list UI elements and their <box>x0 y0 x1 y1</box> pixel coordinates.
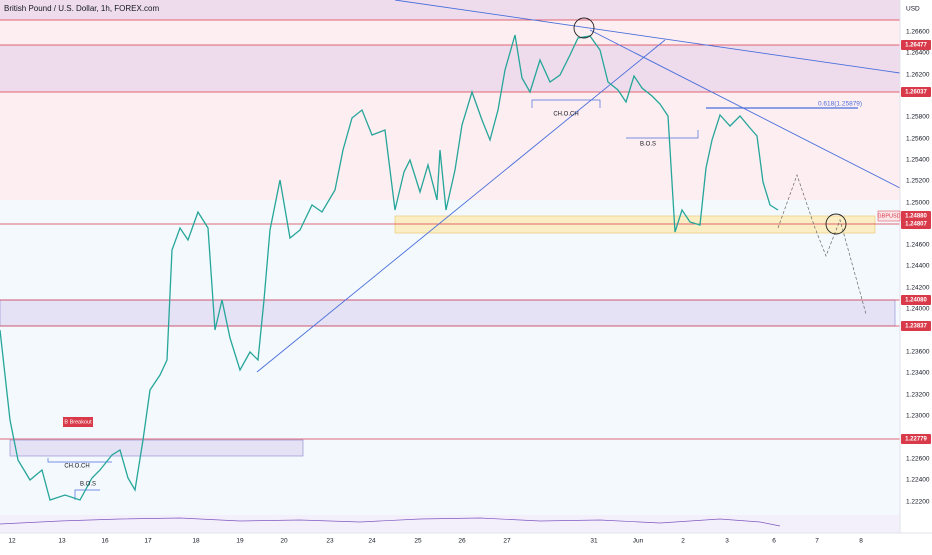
time-label: 3 <box>725 538 729 545</box>
demand-zone <box>0 299 896 327</box>
price-tag: 1.24807 <box>905 222 927 228</box>
price-label: 1.24200 <box>906 285 930 292</box>
time-label: 24 <box>368 538 376 545</box>
time-label: 26 <box>458 538 466 545</box>
price-tag-box <box>901 321 931 331</box>
supply-zone <box>0 0 900 20</box>
projection <box>777 173 867 315</box>
time-label: 18 <box>192 538 200 545</box>
price-label: 1.24000 <box>906 306 930 313</box>
price-tag: 1.24880 <box>905 214 927 220</box>
price-tag-box <box>901 219 931 229</box>
price-label: 1.23200 <box>906 392 930 399</box>
price-tag-box <box>901 434 931 444</box>
price-tag: 1.24080 <box>905 298 927 304</box>
symbol-tag: GBPUSD <box>877 213 900 219</box>
price-tag-box <box>901 87 931 97</box>
price-label: 1.26400 <box>906 50 930 57</box>
price-label: 1.23000 <box>906 413 930 420</box>
price-tag: 1.22779 <box>905 437 927 443</box>
time-label: 19 <box>236 538 244 545</box>
bg-zone <box>0 200 900 515</box>
price-label: 1.24400 <box>906 263 930 270</box>
time-label: 2 <box>681 538 685 545</box>
bg-zone <box>0 0 900 200</box>
time-label: Jun <box>633 538 644 545</box>
price-tag-box <box>901 211 931 221</box>
time-label: 20 <box>280 538 288 545</box>
currency: USD <box>906 6 920 13</box>
annotation: CH.O.CH <box>553 112 578 118</box>
time-label: 17 <box>144 538 152 545</box>
chart-title: British Pound / U.S. Dollar, 1h, FOREX.c… <box>4 4 160 13</box>
annotation: B.O.S <box>80 482 96 488</box>
time-label: 16 <box>101 538 109 545</box>
price-tag: 1.26037 <box>905 90 927 96</box>
time-label: 12 <box>8 538 16 545</box>
time-label: 31 <box>590 538 598 545</box>
price-tag-box <box>901 40 931 50</box>
time-label: 13 <box>58 538 66 545</box>
annotation: 0.618(1.25879) <box>818 101 862 108</box>
price-label: 1.23600 <box>906 349 930 356</box>
price-label: 1.26200 <box>906 72 930 79</box>
highlight-circle <box>825 213 847 235</box>
level-lines <box>0 19 900 440</box>
highlight-circle <box>573 17 595 39</box>
price-path <box>0 34 779 501</box>
price-label: 1.24600 <box>906 242 930 249</box>
time-label: 7 <box>815 538 819 545</box>
price-label: 1.25600 <box>906 136 930 143</box>
demand-zone <box>9 439 304 457</box>
annotation: CH.O.CH <box>64 464 89 470</box>
price-tag: 1.26477 <box>905 43 927 49</box>
price-label: 1.26600 <box>906 29 930 36</box>
rsi-line <box>0 517 781 527</box>
annotation: B.O.S <box>640 142 656 148</box>
price-label: 1.25400 <box>906 157 930 164</box>
trend-lines <box>47 0 901 500</box>
price-label: 1.22400 <box>906 477 930 484</box>
time-label: 6 <box>772 538 776 545</box>
time-label: 25 <box>414 538 422 545</box>
price-label: 1.25800 <box>906 114 930 121</box>
rsi-pane <box>0 515 900 533</box>
price-label: 1.22600 <box>906 456 930 463</box>
price-tag-box <box>901 295 931 305</box>
price-tag: 1.23837 <box>905 324 927 330</box>
price-label: 1.22200 <box>906 499 930 506</box>
annotation: B Breakout <box>64 419 92 425</box>
price-label: 1.23400 <box>906 370 930 377</box>
supply-zone <box>0 45 900 92</box>
breakout-tag <box>63 417 93 427</box>
price-label: 1.25000 <box>906 200 930 207</box>
time-label: 8 <box>859 538 863 545</box>
time-label: 27 <box>503 538 511 545</box>
time-label: 23 <box>326 538 334 545</box>
symbol-tag-box <box>877 210 901 222</box>
demand-zone <box>394 215 876 234</box>
price-label: 1.25200 <box>906 178 930 185</box>
